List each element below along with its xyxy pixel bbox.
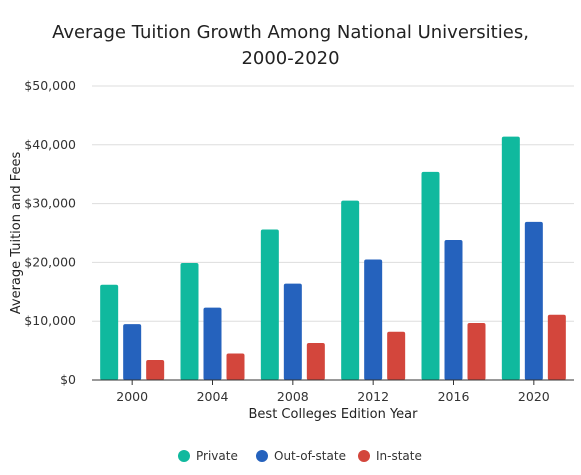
legend-label: Private — [196, 449, 238, 463]
y-tick-label: $10,000 — [24, 313, 76, 328]
y-tick-label: $50,000 — [24, 78, 76, 93]
bar-private-2008[interactable] — [260, 229, 279, 380]
x-tick-label: 2000 — [116, 389, 148, 404]
x-axis-ticks: 2000 2004 2008 2012 2016 2020 — [116, 380, 550, 404]
bar-private-2000[interactable] — [100, 284, 119, 380]
y-axis-label: Average Tuition and Fees — [9, 152, 24, 315]
bar-in-state-2008[interactable] — [306, 342, 325, 380]
legend[interactable]: Private Out-of-state In-state — [178, 449, 422, 463]
chart-title: Average Tuition Growth Among National Un… — [52, 22, 529, 69]
bar-private-2020[interactable] — [501, 136, 520, 380]
bar-in-state-2020[interactable] — [547, 314, 566, 380]
bar-in-state-2000[interactable] — [146, 360, 165, 380]
bar-in-state-2016[interactable] — [467, 322, 486, 380]
legend-item-out-of-state[interactable]: Out-of-state — [256, 449, 346, 463]
bar-out-of-state-2012[interactable] — [364, 259, 383, 380]
legend-label: In-state — [376, 449, 422, 463]
gridlines — [92, 85, 574, 322]
bar-out-of-state-2000[interactable] — [123, 324, 142, 380]
x-tick-label: 2004 — [197, 389, 229, 404]
bar-out-of-state-2016[interactable] — [444, 240, 463, 380]
bar-out-of-state-2004[interactable] — [203, 307, 222, 380]
legend-swatch — [256, 450, 268, 462]
y-tick-label: $0 — [60, 372, 76, 387]
x-axis-label: Best Colleges Edition Year — [249, 407, 419, 422]
bar-out-of-state-2008[interactable] — [283, 283, 302, 380]
x-tick-label: 2020 — [518, 389, 550, 404]
bar-out-of-state-2020[interactable] — [524, 221, 543, 380]
x-tick-label: 2012 — [357, 389, 389, 404]
bar-in-state-2004[interactable] — [226, 353, 245, 380]
legend-swatch — [358, 450, 370, 462]
y-axis-ticks: $0 $10,000 $20,000 $30,000 $40,000 $50,000 — [24, 78, 76, 387]
y-tick-label: $20,000 — [24, 254, 76, 269]
bar-private-2016[interactable] — [421, 171, 440, 380]
y-tick-label: $30,000 — [24, 196, 76, 211]
x-tick-label: 2008 — [277, 389, 309, 404]
legend-item-private[interactable]: Private — [178, 449, 238, 463]
bar-private-2012[interactable] — [341, 200, 360, 380]
x-tick-label: 2016 — [438, 389, 470, 404]
bar-in-state-2012[interactable] — [387, 331, 406, 380]
bar-private-2004[interactable] — [180, 262, 199, 380]
y-tick-label: $40,000 — [24, 137, 76, 152]
legend-item-in-state[interactable]: In-state — [358, 449, 422, 463]
bars — [100, 136, 566, 380]
legend-swatch — [178, 450, 190, 462]
legend-label: Out-of-state — [274, 449, 346, 463]
